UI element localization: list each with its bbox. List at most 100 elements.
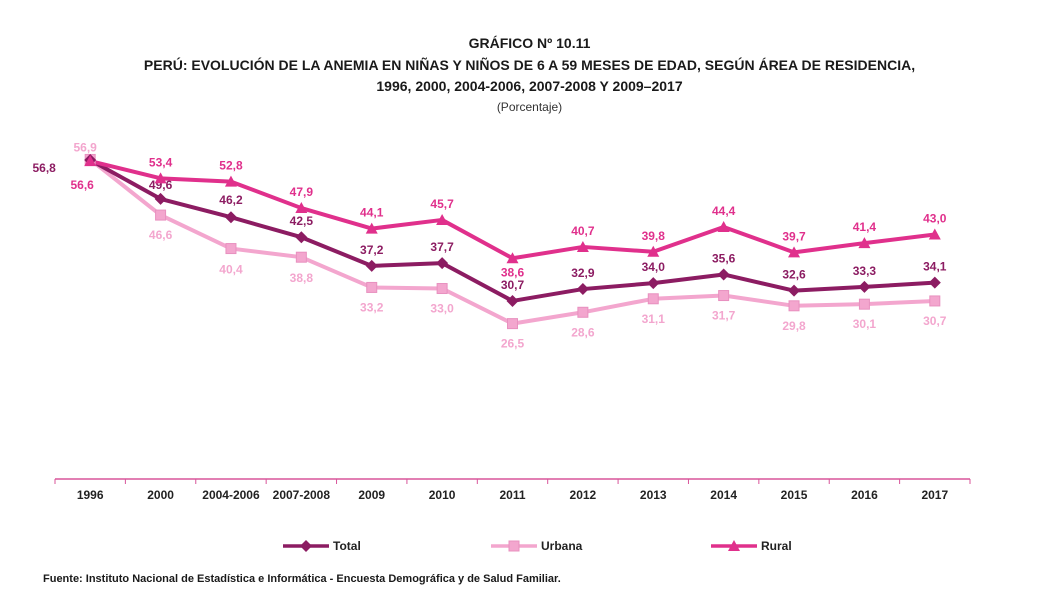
x-tick-label: 2009 [358,488,385,502]
chart-title: GRÁFICO Nº 10.11 [468,35,591,51]
chart-subtitle-line1: PERÚ: EVOLUCIÓN DE LA ANEMIA EN NIÑAS Y … [143,57,916,73]
x-tick-label: 2012 [570,488,597,502]
x-tick-label: 1996 [77,488,104,502]
data-label-rural: 53,4 [149,155,173,169]
data-label-urbana: 30,7 [923,314,947,328]
data-label-rural: 39,7 [782,229,806,243]
data-point-urbana [155,209,167,221]
data-label-total: 49,6 [149,178,173,192]
data-point-urbana [295,251,307,263]
data-label-rural: 38,6 [501,265,525,279]
data-point-urbana [647,293,659,305]
data-point-rural [788,246,801,258]
data-label-rural: 52,8 [219,159,243,173]
data-point-total [788,284,801,297]
data-label-rural: 39,8 [642,229,666,243]
data-point-urbana [577,306,589,318]
legend-marker-total [300,540,312,552]
data-label-total: 46,2 [219,193,243,207]
legend-marker-rural [728,540,740,551]
source-note: Fuente: Instituto Nacional de Estadístic… [43,573,561,585]
data-point-total [858,280,871,293]
data-point-total [647,277,660,290]
data-point-total [365,259,378,272]
legend-label-total: Total [333,539,361,553]
data-point-rural [717,220,730,232]
data-point-total [154,192,167,205]
x-tick-label: 2013 [640,488,667,502]
chart-unit: (Porcentaje) [496,100,563,114]
data-point-total [576,283,589,296]
data-label-total: 56,8 [33,161,57,175]
data-point-rural [576,240,589,252]
x-tick-label: 2007-2008 [273,488,331,502]
x-tick-label: 2014 [710,488,737,502]
x-tick-label: 2017 [921,488,948,502]
data-label-total: 42,5 [290,214,314,228]
data-label-urbana: 31,1 [642,312,666,326]
data-point-rural [84,155,97,167]
chart-subtitle-line2: 1996, 2000, 2004-2006, 2007-2008 Y 2009–… [376,78,683,94]
data-label-total: 37,2 [360,243,384,257]
data-point-urbana [507,318,518,330]
data-point-rural [928,228,941,240]
data-label-total: 33,3 [853,264,877,278]
data-point-rural [224,175,237,187]
data-label-urbana: 40,4 [219,263,243,277]
data-point-rural [365,222,378,234]
data-label-total: 34,0 [642,260,666,274]
data-label-total: 30,7 [501,278,525,292]
data-point-urbana [436,283,448,295]
data-label-urbana: 28,6 [571,325,595,339]
data-label-urbana: 56,9 [74,140,98,154]
data-label-urbana: 33,2 [360,300,384,314]
data-label-rural: 41,4 [853,220,877,234]
data-label-urbana: 46,6 [149,228,173,242]
data-point-rural [506,252,519,264]
data-label-rural: 44,4 [712,204,736,218]
data-point-total [436,257,449,270]
x-tick-label: 2004-2006 [202,488,260,502]
legend-label-urbana: Urbana [541,539,583,553]
data-point-rural [647,245,660,257]
x-tick-label: 2016 [851,488,878,502]
data-label-rural: 47,9 [290,185,314,199]
data-label-rural: 40,7 [571,224,595,238]
data-point-urbana [366,281,378,293]
legend-label-rural: Rural [761,539,792,553]
data-point-total [928,276,941,289]
data-label-urbana: 30,1 [853,317,877,331]
data-label-rural: 44,1 [360,206,384,220]
data-label-rural: 45,7 [430,197,454,211]
data-label-urbana: 38,8 [290,271,314,285]
data-point-urbana [718,290,730,302]
data-label-total: 32,6 [782,268,806,282]
data-point-rural [436,213,449,225]
legend-marker-urbana [508,540,520,552]
data-point-rural [154,172,167,184]
data-label-total: 32,9 [571,266,595,280]
data-label-rural: 43,0 [923,212,947,226]
data-point-rural [295,202,308,214]
data-point-rural [858,237,871,249]
data-label-total: 34,1 [923,260,947,274]
data-point-total [717,268,730,281]
x-tick-label: 2011 [499,488,525,502]
data-point-urbana [929,295,941,307]
data-label-total: 37,7 [430,240,454,254]
data-label-urbana: 31,7 [712,309,736,323]
data-label-total: 35,6 [712,251,736,265]
x-tick-label: 2010 [429,488,456,502]
data-point-urbana [788,300,800,312]
data-label-urbana: 29,8 [782,319,806,333]
data-label-rural: 56,6 [71,178,95,192]
data-point-urbana [858,298,870,310]
data-point-total [295,231,308,244]
data-point-total [224,211,237,224]
data-label-urbana: 26,5 [501,337,525,351]
x-tick-label: 2015 [781,488,808,502]
x-tick-label: 2000 [147,488,174,502]
data-label-urbana: 33,0 [430,302,454,316]
data-point-total [506,294,519,307]
